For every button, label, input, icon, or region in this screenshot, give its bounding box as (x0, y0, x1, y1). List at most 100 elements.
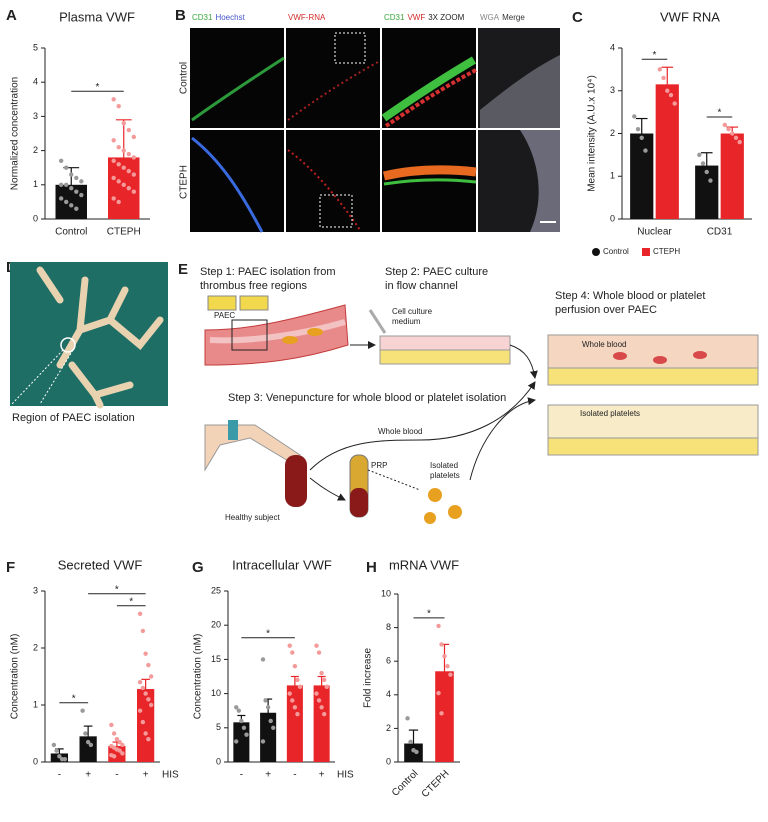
data-point (111, 731, 117, 736)
panel-letter: E (178, 261, 188, 278)
label: Whole blood (378, 427, 422, 436)
thrombus (282, 336, 298, 344)
y-tick-label: 10 (211, 688, 221, 698)
data-point (64, 165, 69, 170)
y-tick-label: 2 (386, 723, 391, 733)
data-point (239, 718, 244, 724)
data-point (657, 67, 663, 72)
data-point (137, 708, 143, 713)
arrow (469, 397, 536, 481)
bar (313, 685, 330, 762)
data-point (236, 708, 242, 713)
data-point (722, 122, 728, 128)
column-header: CD31 VWF 3X ZOOM (384, 13, 465, 22)
data-point (244, 732, 249, 737)
data-point (140, 628, 146, 634)
data-point (80, 708, 85, 713)
line: thrombus free regions (200, 280, 307, 292)
y-axis-label: Concentration (nM) (10, 634, 21, 720)
data-point (111, 754, 117, 759)
data-point (436, 623, 441, 629)
header-part: CD31 (192, 13, 213, 22)
photo-panel: D Region of PAEC isolation (6, 259, 168, 424)
data-point (74, 206, 79, 211)
bar (79, 736, 97, 762)
y-tick-label: 25 (211, 585, 221, 595)
header-part: VWF (407, 13, 425, 22)
header-part: WGA (480, 13, 500, 22)
y-tick-label: 20 (211, 620, 221, 630)
data-point (639, 135, 644, 140)
line: Cell culture (392, 307, 433, 316)
label: Whole blood (582, 340, 626, 349)
prp-tube (350, 488, 368, 517)
label: Cell culture medium (392, 307, 433, 326)
data-point (241, 725, 247, 730)
line: Step 1: PAEC isolation from (200, 266, 336, 278)
data-point (140, 719, 146, 725)
data-point (297, 684, 303, 689)
data-point (287, 643, 292, 648)
data-point (697, 152, 702, 158)
panel-letter: C (572, 9, 583, 26)
channel (379, 349, 511, 365)
data-point (131, 155, 137, 160)
tourniquet (228, 420, 238, 440)
significance-label: * (266, 628, 270, 639)
data-point (116, 103, 121, 109)
bar (260, 712, 277, 762)
chamber (547, 367, 759, 386)
y-tick-label: 1 (33, 699, 38, 709)
data-point (321, 711, 327, 717)
data-point (117, 748, 122, 753)
vessel (36, 266, 164, 409)
y-tick-label: 0 (610, 213, 615, 223)
data-point (69, 186, 74, 191)
y-tick-label: 15 (211, 654, 221, 664)
column-header: VWF-RNA (288, 13, 326, 22)
data-point (448, 672, 453, 677)
data-point (88, 742, 94, 748)
data-point (121, 165, 126, 170)
significance-label: * (129, 596, 133, 607)
data-point (57, 754, 62, 759)
data-point (148, 674, 154, 679)
image (190, 130, 284, 232)
data-point (146, 662, 151, 668)
data-point (126, 168, 131, 174)
line: medium (392, 317, 421, 326)
data-point (121, 148, 126, 153)
y-tick-label: 10 (381, 588, 391, 598)
bar (695, 165, 719, 219)
chart-title: mRNA VWF (389, 557, 459, 572)
chamber (547, 437, 759, 456)
platelet (448, 505, 462, 519)
header-part: Hoechst (215, 13, 245, 22)
y-tick-label: 3 (33, 585, 38, 595)
data-point (292, 664, 298, 669)
data-point (726, 127, 731, 132)
data-point (665, 88, 670, 93)
y-tick-label: 2 (33, 145, 38, 155)
bar (286, 685, 303, 762)
y-axis-label: Concentration (nM) (193, 634, 204, 720)
chart-title: VWF RNA (660, 9, 720, 24)
data-point (704, 169, 709, 175)
label: PAEC (214, 311, 235, 320)
step-text: Step 4: Whole blood or platelet perfusion… (555, 290, 705, 316)
y-tick-label: 0 (386, 756, 391, 766)
zoom-box (334, 32, 366, 64)
blood-tube (285, 455, 307, 507)
data-point (137, 611, 143, 616)
y-axis-label: Fold increase (363, 648, 374, 708)
image (286, 130, 380, 232)
y-tick-label: 0 (33, 756, 38, 766)
x-tick-label: + (85, 770, 91, 781)
label: Healthy subject (225, 513, 280, 522)
data-point (120, 742, 125, 748)
bar (233, 722, 250, 762)
data-point (116, 144, 121, 150)
data-point (143, 731, 148, 736)
y-tick-label: 3 (610, 85, 615, 95)
header-part: VWF-RNA (288, 13, 326, 22)
